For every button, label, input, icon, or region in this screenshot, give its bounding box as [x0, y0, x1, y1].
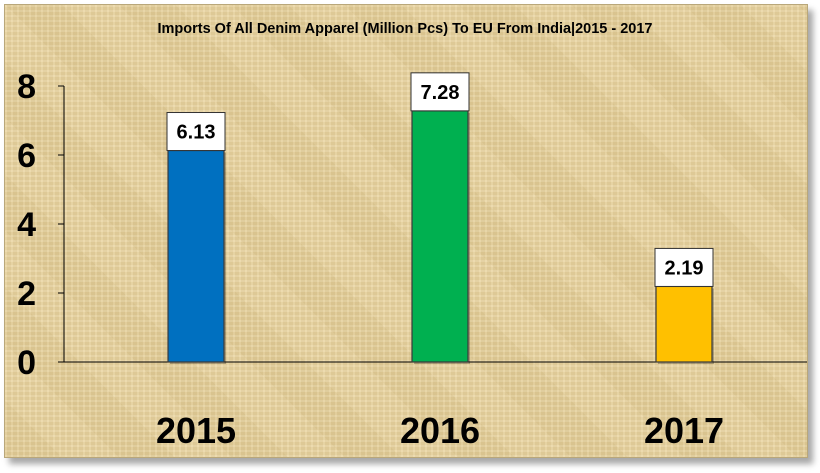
data-label-box	[410, 72, 470, 112]
data-label: 2.19	[665, 257, 704, 279]
data-label-box	[654, 247, 714, 287]
bar-2016	[411, 110, 469, 363]
chart-title: Imports Of All Denim Apparel (Million Pc…	[157, 21, 652, 37]
data-labels-group: 6.13 7.28 2.19	[166, 72, 714, 287]
y-tick-label: 8	[17, 68, 36, 106]
bar-2017	[655, 285, 713, 363]
y-tick-label: 0	[17, 344, 36, 382]
y-tick-label: 4	[17, 206, 36, 244]
y-tick-label: 2	[17, 275, 36, 313]
data-label: 6.13	[177, 122, 216, 144]
y-tick-label: 6	[17, 137, 36, 175]
data-label-box	[166, 112, 226, 152]
bars-group	[167, 110, 714, 364]
bar-2015	[167, 149, 225, 363]
x-tick-label: 2016	[400, 410, 480, 451]
x-tick-label: 2015	[156, 410, 236, 451]
y-axis-ticks: 0 2 4 6 8	[17, 68, 64, 382]
x-tick-label: 2017	[644, 410, 724, 451]
chart-background	[4, 4, 808, 458]
data-label: 7.28	[421, 82, 460, 104]
x-axis-labels: 2015 2016 2017	[156, 410, 724, 451]
